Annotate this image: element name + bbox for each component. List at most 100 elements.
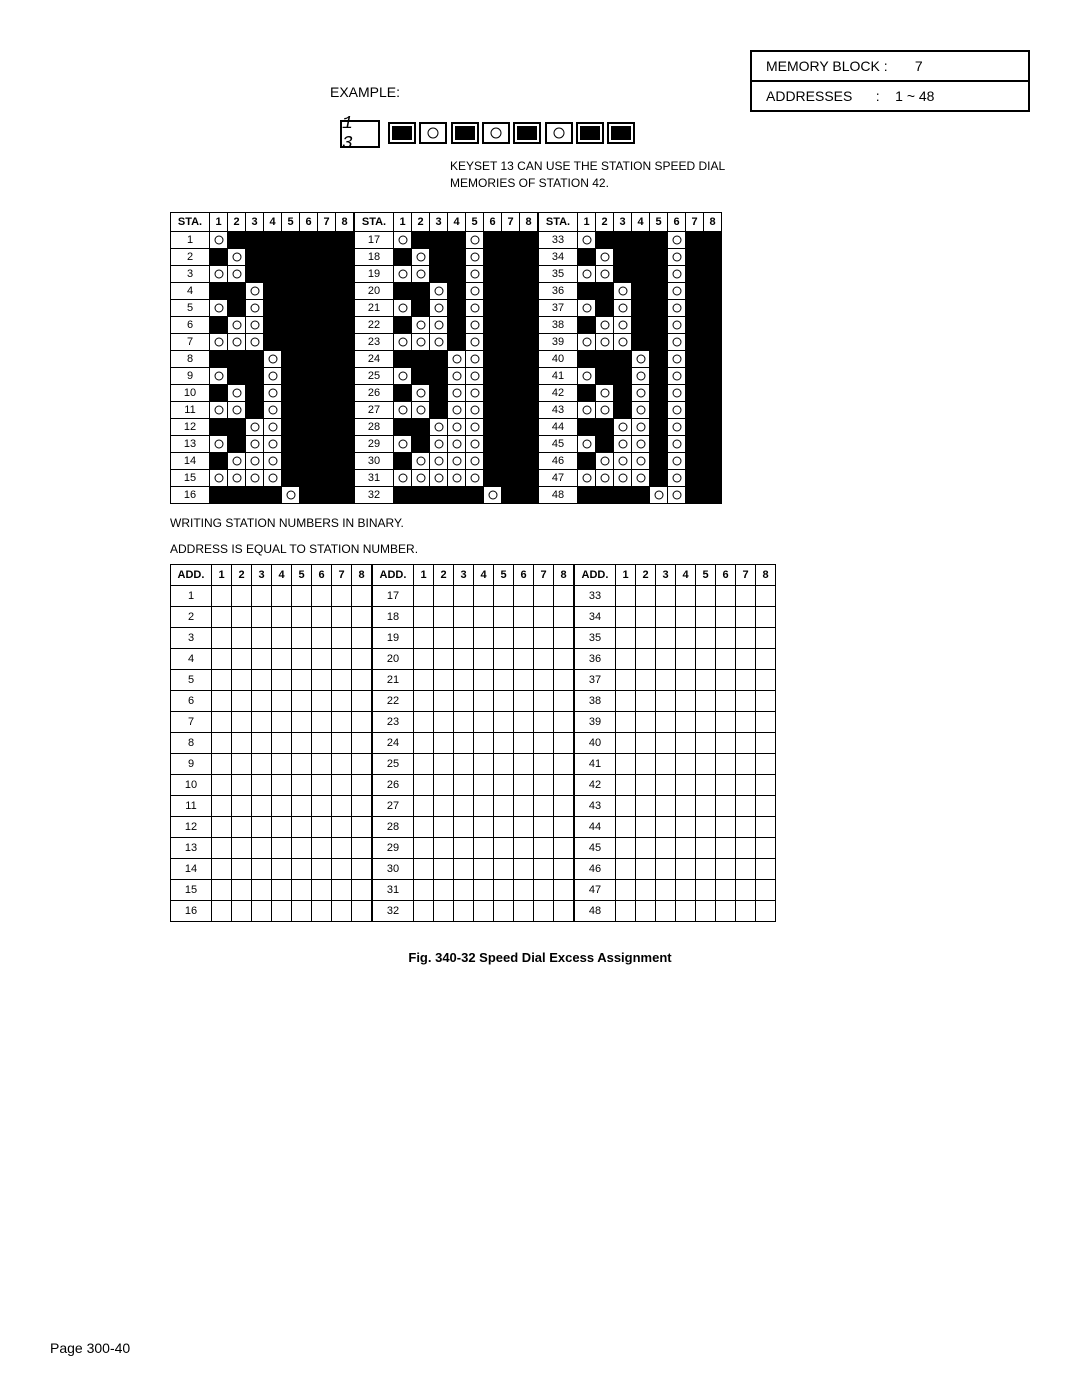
open-cell-icon bbox=[210, 469, 228, 486]
row-label: 25 bbox=[373, 753, 414, 774]
empty-cell bbox=[474, 879, 494, 900]
empty-cell bbox=[352, 732, 372, 753]
empty-cell bbox=[212, 627, 232, 648]
bit-header: 4 bbox=[474, 564, 494, 585]
filled-cell-icon bbox=[300, 231, 318, 248]
filled-cell-icon bbox=[264, 486, 282, 503]
empty-cell bbox=[616, 732, 636, 753]
table-row: 39 bbox=[539, 333, 722, 350]
open-cell-icon bbox=[650, 486, 668, 503]
empty-cell bbox=[656, 711, 676, 732]
empty-cell bbox=[636, 669, 656, 690]
filled-cell-icon bbox=[502, 435, 520, 452]
filled-cell-icon bbox=[484, 248, 502, 265]
empty-cell bbox=[414, 774, 434, 795]
filled-cell-icon bbox=[578, 486, 596, 503]
open-cell-icon bbox=[614, 299, 632, 316]
filled-cell-icon bbox=[300, 282, 318, 299]
empty-cell bbox=[474, 711, 494, 732]
row-label: 32 bbox=[373, 900, 414, 921]
empty-cell bbox=[716, 606, 736, 627]
empty-cell bbox=[252, 627, 272, 648]
empty-cell bbox=[474, 606, 494, 627]
filled-cell-icon bbox=[520, 333, 538, 350]
open-cell-icon bbox=[394, 435, 412, 452]
filled-cell-icon bbox=[704, 367, 722, 384]
empty-cell bbox=[616, 606, 636, 627]
filled-cell-icon bbox=[430, 265, 448, 282]
filled-cell-icon bbox=[520, 469, 538, 486]
empty-cell bbox=[736, 690, 756, 711]
table-row: 25 bbox=[355, 367, 538, 384]
empty-cell bbox=[414, 690, 434, 711]
empty-cell bbox=[656, 900, 676, 921]
empty-cell bbox=[312, 900, 332, 921]
empty-cell bbox=[676, 711, 696, 732]
bit-header: 6 bbox=[514, 564, 534, 585]
table-row: 12 bbox=[171, 816, 372, 837]
empty-cell bbox=[272, 774, 292, 795]
empty-cell bbox=[474, 690, 494, 711]
open-cell-icon bbox=[430, 469, 448, 486]
table-row: 16 bbox=[171, 900, 372, 921]
filled-cell-icon bbox=[484, 367, 502, 384]
empty-cell bbox=[534, 606, 554, 627]
filled-cell-icon bbox=[246, 350, 264, 367]
empty-cell bbox=[434, 879, 454, 900]
row-label: 41 bbox=[575, 753, 616, 774]
filled-cell-icon bbox=[412, 367, 430, 384]
empty-cell bbox=[474, 795, 494, 816]
empty-cell bbox=[232, 690, 252, 711]
filled-cell-icon bbox=[686, 367, 704, 384]
address-table: ADD.123456781718192021222324252627282930… bbox=[372, 564, 574, 922]
open-cell-icon bbox=[668, 367, 686, 384]
filled-cell-icon bbox=[502, 469, 520, 486]
empty-cell bbox=[252, 690, 272, 711]
open-cell-icon bbox=[668, 452, 686, 469]
row-label: 26 bbox=[355, 384, 394, 401]
table-row: 29 bbox=[373, 837, 574, 858]
table-row: 21 bbox=[373, 669, 574, 690]
open-cell-icon bbox=[614, 435, 632, 452]
filled-cell-icon bbox=[282, 384, 300, 401]
row-label: 2 bbox=[171, 248, 210, 265]
empty-cell bbox=[696, 816, 716, 837]
empty-cell bbox=[636, 774, 656, 795]
empty-cell bbox=[736, 585, 756, 606]
empty-cell bbox=[352, 774, 372, 795]
open-cell-icon bbox=[412, 333, 430, 350]
filled-cell-icon bbox=[430, 486, 448, 503]
row-label: 16 bbox=[171, 900, 212, 921]
filled-cell-icon bbox=[484, 333, 502, 350]
empty-cell bbox=[696, 879, 716, 900]
empty-cell bbox=[616, 795, 636, 816]
station-binary-table: STA.123456783334353637383940414243444546… bbox=[538, 212, 722, 504]
empty-cell bbox=[676, 774, 696, 795]
empty-cell bbox=[494, 816, 514, 837]
table-row: 23 bbox=[355, 333, 538, 350]
empty-cell bbox=[292, 795, 312, 816]
empty-cell bbox=[434, 774, 454, 795]
open-cell-icon bbox=[419, 122, 447, 144]
empty-cell bbox=[756, 837, 776, 858]
open-cell-icon bbox=[614, 469, 632, 486]
filled-cell-icon bbox=[520, 401, 538, 418]
empty-cell bbox=[554, 711, 574, 732]
open-cell-icon bbox=[578, 469, 596, 486]
filled-cell-icon bbox=[336, 299, 354, 316]
empty-cell bbox=[696, 627, 716, 648]
filled-cell-icon bbox=[686, 401, 704, 418]
open-cell-icon bbox=[228, 316, 246, 333]
filled-cell-icon bbox=[300, 367, 318, 384]
open-cell-icon bbox=[668, 418, 686, 435]
filled-cell-icon bbox=[430, 384, 448, 401]
filled-cell-icon bbox=[704, 452, 722, 469]
empty-cell bbox=[756, 879, 776, 900]
empty-cell bbox=[716, 732, 736, 753]
row-label: 33 bbox=[575, 585, 616, 606]
table-row: 4 bbox=[171, 648, 372, 669]
filled-cell-icon bbox=[686, 469, 704, 486]
filled-cell-icon bbox=[336, 231, 354, 248]
empty-cell bbox=[676, 648, 696, 669]
empty-cell bbox=[332, 774, 352, 795]
